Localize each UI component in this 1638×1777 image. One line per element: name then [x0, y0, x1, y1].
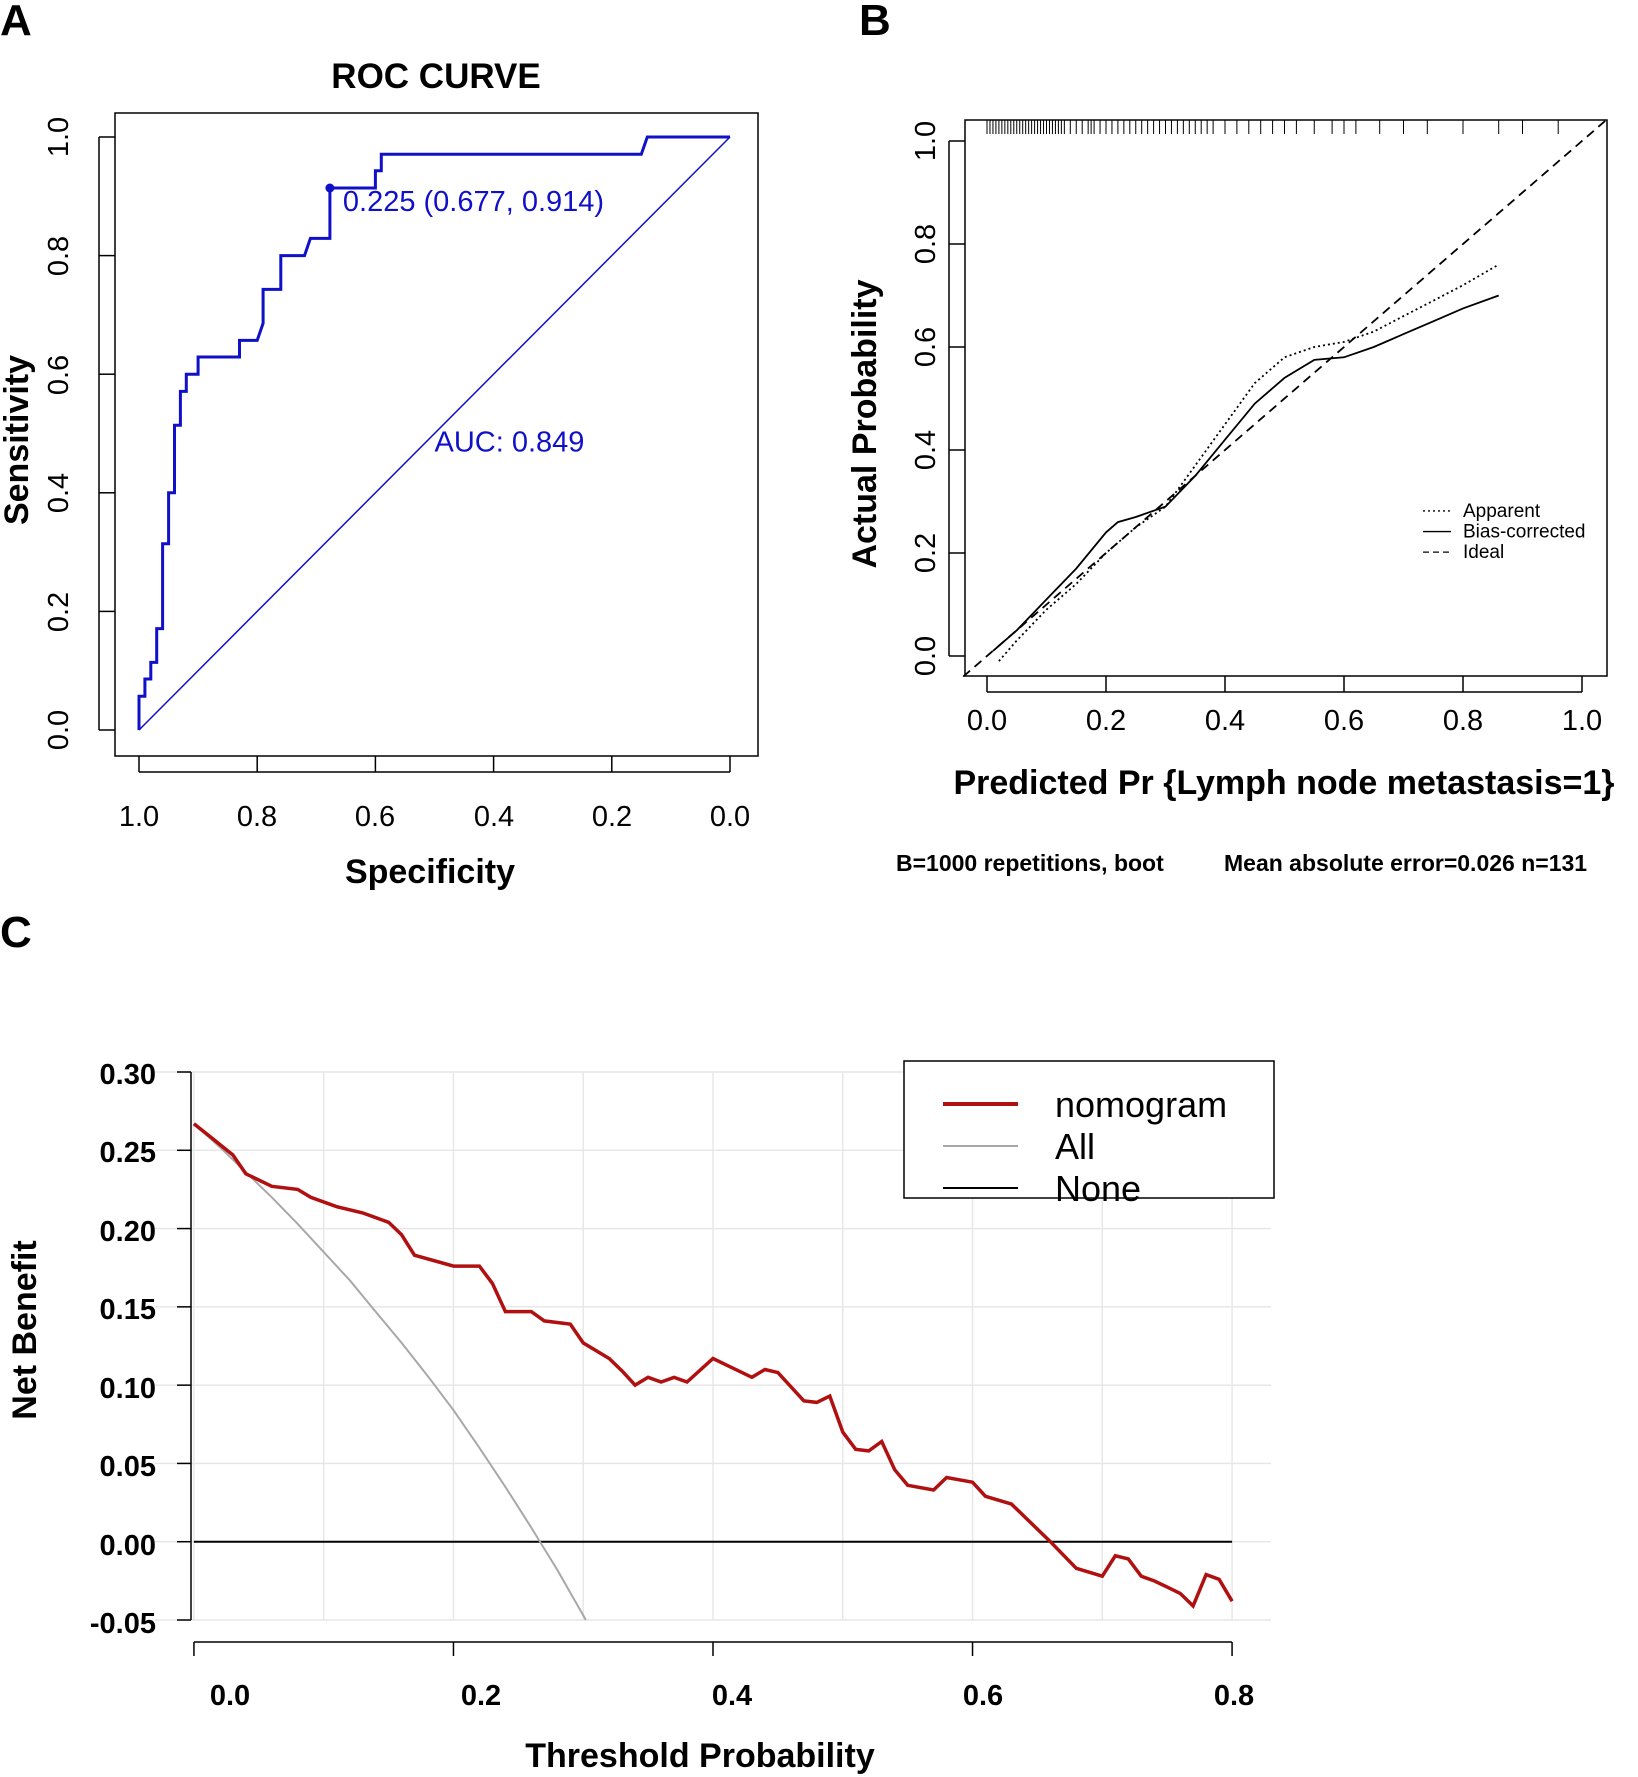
roc-axis-ticks — [98, 136, 731, 773]
roc-y-tick-label: 1.0 — [43, 117, 75, 157]
calibration-x-tick-label: 0.6 — [1324, 705, 1364, 737]
decision-y-tick-label: 0.00 — [100, 1530, 156, 1562]
roc-x-tick-label: 0.2 — [592, 801, 632, 833]
roc-y-tick-label: 0.6 — [43, 355, 75, 395]
panel-b-calibration-chart: Apparent Bias-corrected Ideal 0.0 0.2 0.… — [846, 119, 1615, 876]
decision-y-tick-label: 0.10 — [100, 1373, 156, 1405]
roc-y-tick-label: 0.2 — [43, 592, 75, 632]
decision-y-tick-label: 0.30 — [100, 1059, 156, 1091]
decision-x-axis-title: Threshold Probability — [525, 1737, 875, 1775]
panel-c-decision-curve-chart: nomogram All None 0.0 0.2 0.4 0.6 0.8 0.… — [6, 1059, 1275, 1775]
calibration-ideal-line — [962, 119, 1607, 678]
calibration-y-axis-title: Actual Probability — [846, 279, 884, 568]
roc-auc-annotation: AUC: 0.849 — [435, 426, 585, 458]
roc-x-tick-label: 0.4 — [474, 801, 514, 833]
calibration-legend: Apparent Bias-corrected Ideal — [1423, 501, 1586, 563]
decision-x-tick-label: 0.4 — [712, 1680, 752, 1712]
calibration-y-tick-label: 0.2 — [910, 533, 942, 573]
legend-bias-corrected-label: Bias-corrected — [1463, 522, 1586, 543]
legend-apparent-label: Apparent — [1463, 501, 1541, 522]
roc-y-axis-title: Sensitivity — [0, 355, 36, 525]
calibration-footnote-error: Mean absolute error=0.026 n=131 — [1224, 850, 1587, 876]
decision-curve-all-line — [193, 1122, 587, 1621]
calibration-plot-frame — [964, 119, 1608, 677]
calibration-rug-marks — [986, 120, 1559, 134]
calibration-y-tick-label: 0.0 — [910, 636, 942, 676]
calibration-x-tick-label: 0.8 — [1443, 705, 1483, 737]
calibration-x-tick-label: 0.2 — [1086, 705, 1126, 737]
decision-y-tick-label: 0.25 — [100, 1137, 156, 1169]
calibration-y-tick-label: 1.0 — [910, 121, 942, 161]
legend-ideal-label: Ideal — [1463, 542, 1504, 563]
legend-all-label: All — [1055, 1126, 1095, 1167]
calibration-y-tick-label: 0.6 — [910, 327, 942, 367]
panel-label-c: C — [0, 908, 32, 957]
decision-y-tick-label: 0.20 — [100, 1216, 156, 1248]
decision-x-tick-label: 0.0 — [210, 1680, 250, 1712]
decision-x-tick-label: 0.2 — [461, 1680, 501, 1712]
roc-y-tick-label: 0.4 — [43, 473, 75, 513]
roc-threshold-point — [325, 183, 335, 193]
panel-a-roc-chart: ROC CURVE 0.225 (0.677, 0.914) AUC: 0.84… — [0, 57, 759, 891]
roc-reference-line — [138, 136, 731, 731]
calibration-y-tick-label: 0.8 — [910, 224, 942, 264]
decision-x-tick-label: 0.6 — [963, 1680, 1003, 1712]
decision-y-tick-label: 0.05 — [100, 1451, 156, 1483]
roc-threshold-annotation: 0.225 (0.677, 0.914) — [343, 186, 604, 218]
roc-y-tick-label: 0.0 — [43, 710, 75, 750]
legend-box — [903, 1060, 1275, 1199]
calibration-x-tick-label: 0.0 — [967, 705, 1007, 737]
calibration-bias-corrected-line — [992, 294, 1500, 652]
panel-label-a: A — [0, 0, 32, 45]
roc-x-tick-label: 0.0 — [710, 801, 750, 833]
calibration-x-tick-label: 0.4 — [1205, 705, 1245, 737]
calibration-axis-ticks — [948, 140, 1583, 693]
calibration-x-axis-title: Predicted Pr {Lymph node metastasis=1} — [953, 764, 1614, 802]
legend-none-label: None — [1055, 1168, 1141, 1209]
roc-curve — [137, 135, 730, 730]
decision-x-tick-label: 0.8 — [1214, 1680, 1254, 1712]
calibration-y-tick-label: 0.4 — [910, 430, 942, 470]
decision-y-axis-title: Net Benefit — [6, 1240, 44, 1419]
roc-y-tick-label: 0.8 — [43, 236, 75, 276]
calibration-x-tick-label: 1.0 — [1562, 705, 1602, 737]
roc-x-axis-title: Specificity — [345, 853, 515, 891]
roc-x-tick-label: 0.6 — [355, 801, 395, 833]
decision-curve-legend: nomogram All None — [903, 1060, 1275, 1209]
decision-curve-nomogram-line — [192, 1122, 1234, 1609]
roc-x-tick-label: 1.0 — [119, 801, 159, 833]
decision-y-tick-label: 0.15 — [100, 1294, 156, 1326]
calibration-apparent-line — [998, 263, 1500, 662]
decision-curve-axis-ticks — [177, 1071, 1233, 1656]
decision-y-tick-label: -0.05 — [90, 1608, 156, 1640]
roc-plot-frame — [114, 112, 759, 757]
panel-label-b: B — [859, 0, 891, 45]
roc-x-tick-label: 0.8 — [237, 801, 277, 833]
calibration-footnote-bootstrap: B=1000 repetitions, boot — [896, 850, 1164, 876]
roc-title: ROC CURVE — [331, 57, 540, 96]
legend-nomogram-label: nomogram — [1055, 1084, 1227, 1125]
